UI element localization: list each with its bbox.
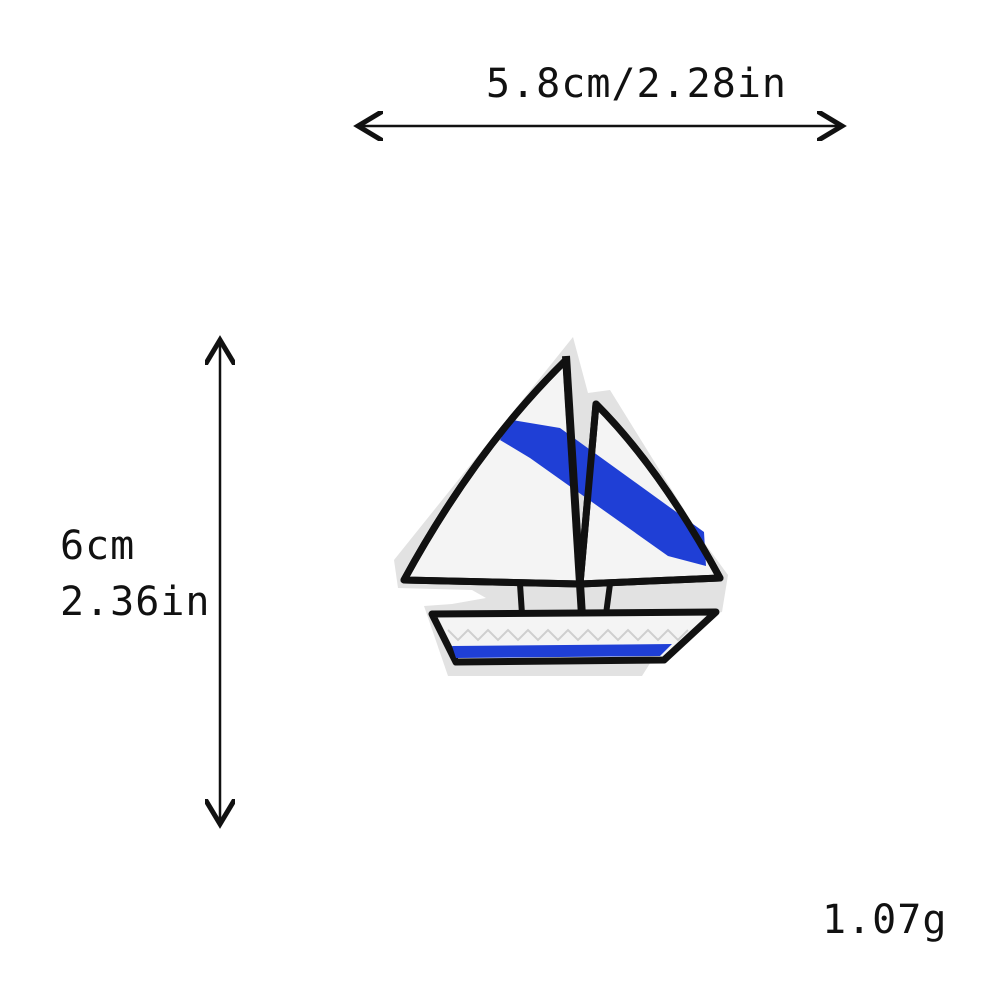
sail-blue-stripe — [500, 420, 706, 566]
sailboat-patch-icon — [394, 337, 728, 676]
height-cm-label: 6cm — [60, 523, 136, 569]
height-in-label: 2.36in — [60, 579, 211, 625]
hull-stitching — [447, 628, 689, 642]
width-dimension-label: 5.8cm/2.28in — [486, 61, 787, 107]
weight-label: 1.07g — [822, 897, 948, 943]
hull-blue-stripe — [452, 644, 672, 658]
mast — [562, 355, 586, 617]
